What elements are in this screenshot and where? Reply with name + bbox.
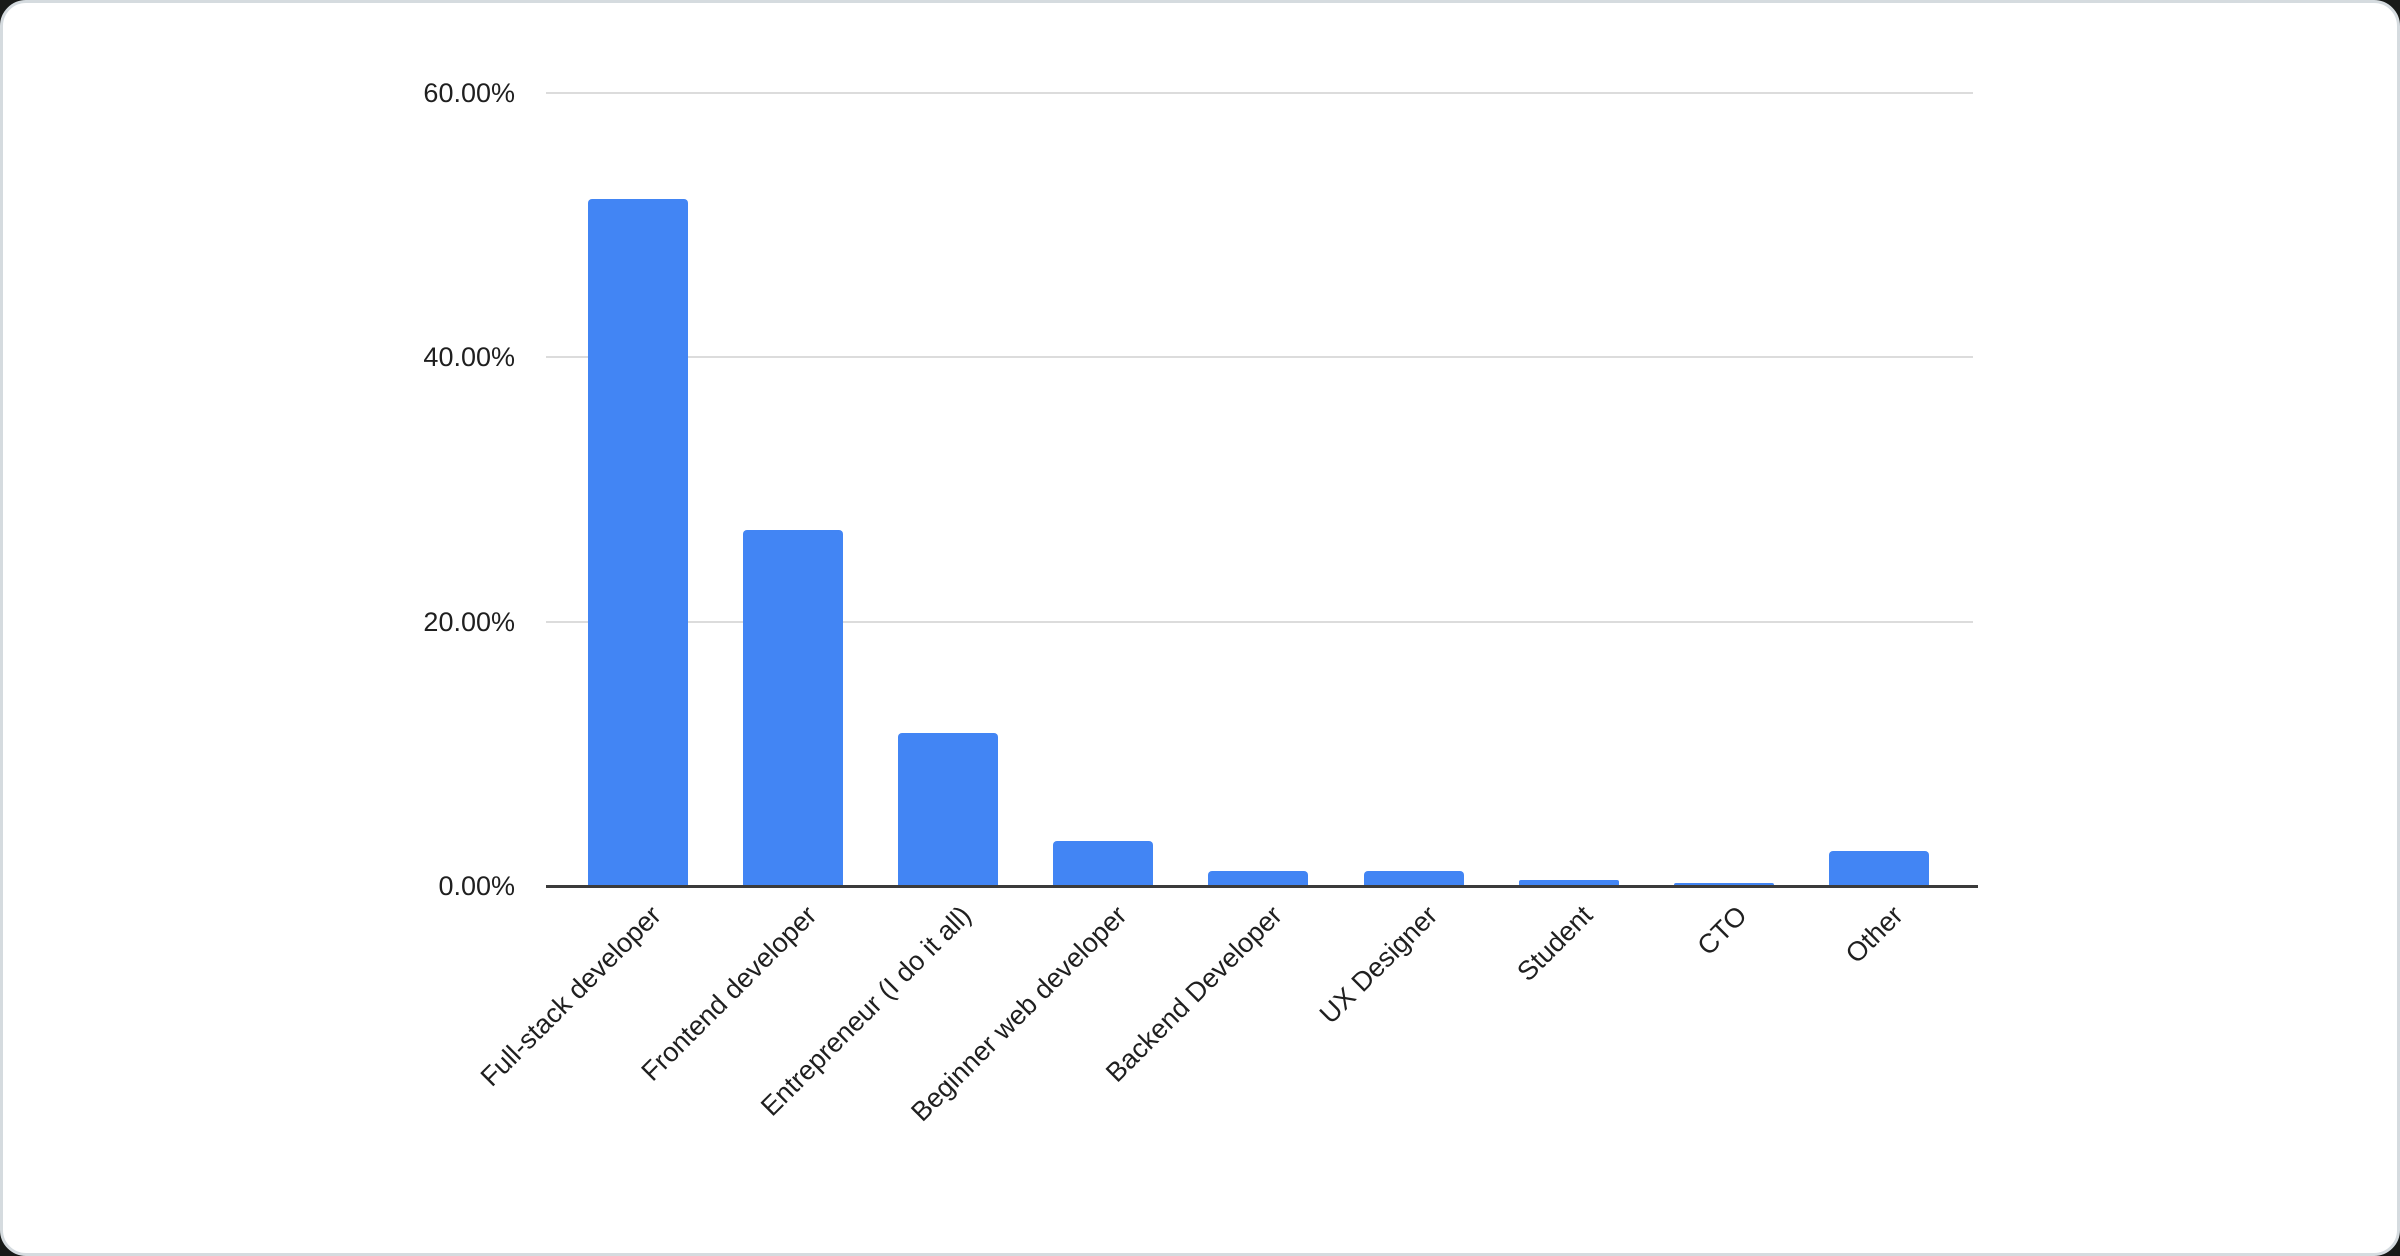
gridline-20.00% — [546, 620, 1973, 623]
x-axis-baseline — [546, 885, 1978, 888]
x-axis-category-label: UX Designer — [1313, 900, 1443, 1030]
bar-frontend-developer[interactable] — [742, 530, 843, 886]
bar-beginner-web-developer[interactable] — [1053, 841, 1154, 886]
y-axis-tick-label: 60.00% — [423, 78, 515, 108]
bar-full-stack-developer[interactable] — [587, 199, 688, 886]
x-axis-category-label: Other — [1839, 900, 1909, 969]
y-axis-tick-label: 40.00% — [423, 342, 515, 373]
bar-student[interactable] — [1518, 880, 1619, 886]
bar-entrepreneur-i-do-it-all-[interactable] — [898, 733, 998, 886]
x-axis-category-label: CTO — [1692, 900, 1754, 962]
y-axis-tick-label: 0.00% — [438, 871, 515, 901]
x-axis-category-label: Backend Developer — [1099, 900, 1288, 1088]
x-axis-category-label: Student — [1510, 900, 1599, 988]
bar-ux-designer[interactable] — [1363, 871, 1464, 886]
y-axis-tick-label: 20.00% — [423, 606, 515, 637]
gridline-60.00% — [546, 92, 1973, 94]
gridline-40.00% — [546, 356, 1973, 359]
bar-other[interactable] — [1829, 851, 1930, 886]
bar-backend-developer[interactable] — [1208, 871, 1309, 886]
bar-cto[interactable] — [1674, 883, 1774, 886]
